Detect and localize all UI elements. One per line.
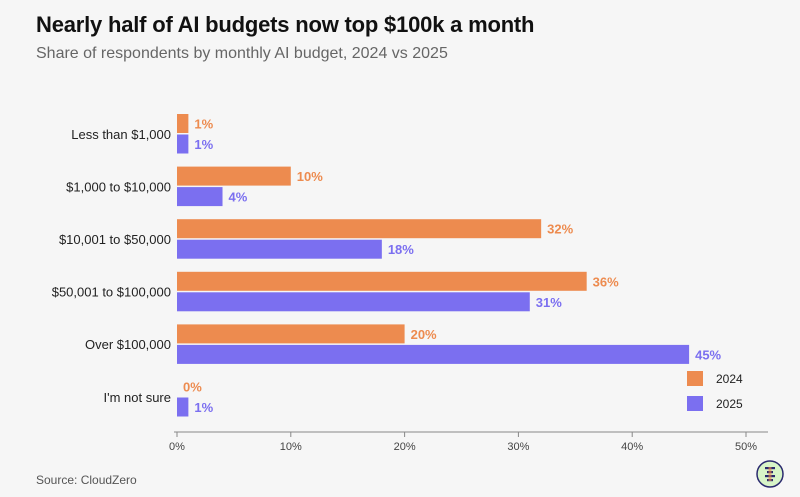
bar-2025-1	[177, 187, 223, 207]
legend-swatch-2024	[687, 371, 703, 386]
x-tick-label: 20%	[394, 441, 416, 453]
category-label: Less than $1,000	[71, 127, 171, 142]
legend-label: 2024	[716, 372, 743, 386]
data-label: 1%	[194, 117, 213, 132]
data-label: 0%	[183, 380, 202, 395]
chart-title: Nearly half of AI budgets now top $100k …	[36, 12, 535, 37]
legend-swatch-2025	[687, 396, 703, 411]
bar-2024-2	[177, 219, 542, 239]
category-label: Over $100,000	[85, 337, 171, 352]
x-tick-label: 50%	[735, 441, 757, 453]
bar-2025-0	[177, 134, 189, 154]
data-label: 18%	[388, 242, 414, 257]
chart-subtitle: Share of respondents by monthly AI budge…	[36, 45, 448, 62]
bar-2024-1	[177, 166, 291, 186]
category-label: I'm not sure	[103, 390, 171, 405]
data-label: 45%	[695, 347, 721, 362]
bar-2025-2	[177, 239, 382, 259]
legend-label: 2025	[716, 397, 743, 411]
data-label: 10%	[297, 169, 323, 184]
data-label: 32%	[547, 222, 573, 237]
bar-2024-3	[177, 271, 587, 291]
bar-2024-0	[177, 114, 189, 133]
category-label: $50,001 to $100,000	[52, 285, 171, 300]
x-tick-label: 30%	[507, 441, 529, 453]
data-label: 4%	[229, 190, 248, 205]
cloudzero-logo-icon	[756, 460, 784, 488]
data-label: 31%	[536, 295, 562, 310]
source-note: Source: CloudZero	[36, 473, 137, 487]
bar-2025-4	[177, 344, 690, 364]
data-label: 1%	[194, 137, 213, 152]
category-label: $10,001 to $50,000	[59, 232, 171, 247]
data-label: 36%	[593, 274, 619, 289]
x-tick-label: 40%	[621, 441, 643, 453]
bar-2025-5	[177, 397, 189, 417]
data-label: 1%	[194, 400, 213, 415]
x-tick-label: 10%	[280, 441, 302, 453]
data-label: 20%	[411, 327, 437, 342]
x-tick-label: 0%	[169, 441, 185, 453]
bar-2025-3	[177, 292, 530, 312]
bar-2024-4	[177, 324, 405, 344]
category-label: $1,000 to $10,000	[66, 179, 171, 194]
